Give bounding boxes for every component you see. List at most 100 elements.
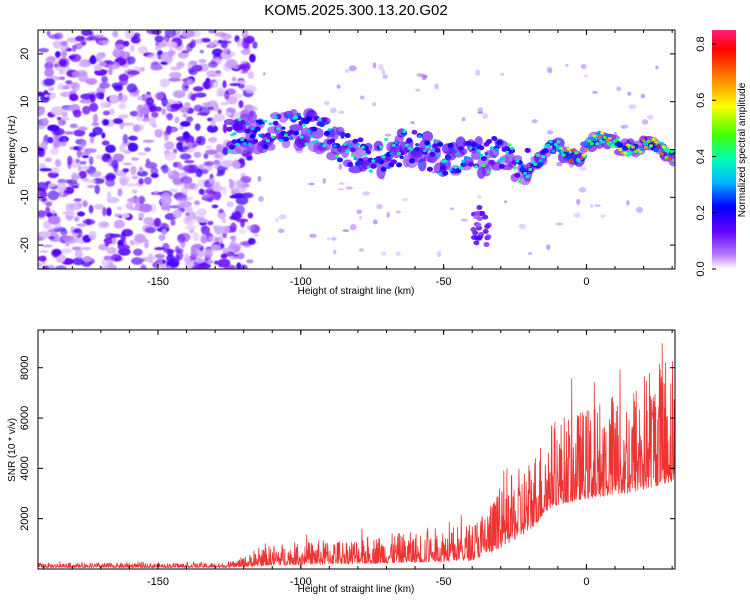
noise-blob [164, 30, 176, 38]
noise-blob [72, 109, 82, 118]
noise-blob [153, 217, 162, 228]
signal-blob [443, 159, 448, 163]
noise-blob [61, 50, 68, 58]
noise-blob [48, 235, 55, 240]
noise-blob [546, 244, 551, 250]
noise-blob [626, 91, 632, 96]
noise-blob [76, 148, 82, 158]
noise-blob [172, 148, 178, 154]
signal-blob [340, 135, 345, 139]
noise-blob [82, 200, 88, 208]
signal-blob [514, 172, 521, 178]
noise-blob [101, 132, 106, 139]
noise-blob [64, 131, 75, 135]
snr-series-line [38, 343, 675, 569]
noise-blob [130, 165, 137, 176]
signal-blob [336, 157, 343, 163]
noise-blob [410, 121, 415, 125]
noise-blob [416, 73, 425, 77]
noise-blob [122, 122, 135, 126]
signal-blob [587, 139, 592, 143]
noise-blob [192, 232, 200, 242]
noise-blob [635, 206, 644, 213]
signal-blob [617, 142, 624, 148]
signal-blob [461, 159, 466, 163]
noise-blob [185, 212, 190, 217]
noise-blob [382, 74, 388, 79]
noise-blob [77, 144, 85, 151]
noise-blob [98, 221, 109, 229]
signal-blob [252, 138, 259, 144]
noise-blob [100, 101, 109, 109]
noise-blob [69, 93, 79, 102]
noise-blob [201, 169, 209, 175]
noise-blob [121, 228, 134, 237]
signal-blob [399, 155, 404, 159]
noise-blob [58, 76, 66, 81]
noise-blob [79, 99, 93, 104]
signal-blob [255, 119, 260, 123]
signal-blob [649, 144, 654, 148]
noise-blob [208, 61, 218, 68]
signal-blob [548, 140, 553, 144]
y-tick-label: 20 [19, 48, 31, 60]
noise-blob [79, 160, 87, 165]
noise-blob [180, 121, 191, 127]
signal-blob [235, 142, 240, 146]
noise-blob [168, 188, 178, 193]
noise-blob [147, 252, 154, 261]
noise-blob [81, 30, 92, 36]
signal-blob [226, 126, 233, 132]
signal-blob [484, 151, 489, 156]
noise-blob [200, 225, 211, 235]
noise-blob [237, 252, 245, 260]
noise-blob [628, 104, 637, 110]
noise-blob [193, 200, 200, 206]
signal-blob [455, 168, 462, 174]
signal-blob [618, 147, 623, 152]
noise-blob [176, 234, 186, 244]
spectrogram-y-label: Frequency (Hz) [7, 116, 18, 185]
noise-blob [170, 219, 176, 226]
signal-blob [528, 167, 533, 172]
noise-blob [88, 56, 97, 65]
signal-blob [363, 152, 368, 156]
noise-blob [196, 112, 209, 116]
noise-blob [106, 191, 112, 199]
signal-blob [427, 144, 432, 148]
noise-blob [221, 217, 227, 224]
noise-blob [82, 151, 91, 155]
signal-blob [487, 170, 492, 174]
noise-blob [48, 167, 60, 174]
noise-blob [86, 184, 96, 189]
noise-blob [73, 216, 80, 222]
noise-blob [242, 192, 254, 199]
noise-blob [203, 161, 215, 166]
noise-blob [71, 174, 81, 180]
signal-blob [283, 133, 288, 137]
noise-blob [52, 40, 64, 47]
signal-blob [286, 113, 291, 118]
noise-blob [182, 131, 190, 140]
noise-blob [48, 92, 56, 100]
noise-blob [640, 93, 646, 99]
noise-blob [131, 175, 139, 180]
signal-blob [533, 162, 538, 166]
noise-blob [195, 38, 204, 44]
noise-blob [229, 235, 237, 240]
signal-blob [455, 136, 466, 150]
noise-blob [145, 97, 154, 106]
noise-blob [100, 40, 110, 45]
noise-blob [170, 103, 184, 109]
noise-blob [345, 186, 354, 190]
noise-blob [48, 87, 55, 92]
noise-blob [49, 147, 60, 155]
signal-blob [378, 159, 385, 165]
signal-blob [343, 142, 348, 146]
noise-blob [68, 182, 80, 187]
noise-blob [102, 206, 107, 217]
signal-blob [498, 163, 505, 169]
signal-blob [442, 170, 449, 176]
signal-blob [397, 151, 402, 156]
noise-blob [258, 196, 264, 203]
